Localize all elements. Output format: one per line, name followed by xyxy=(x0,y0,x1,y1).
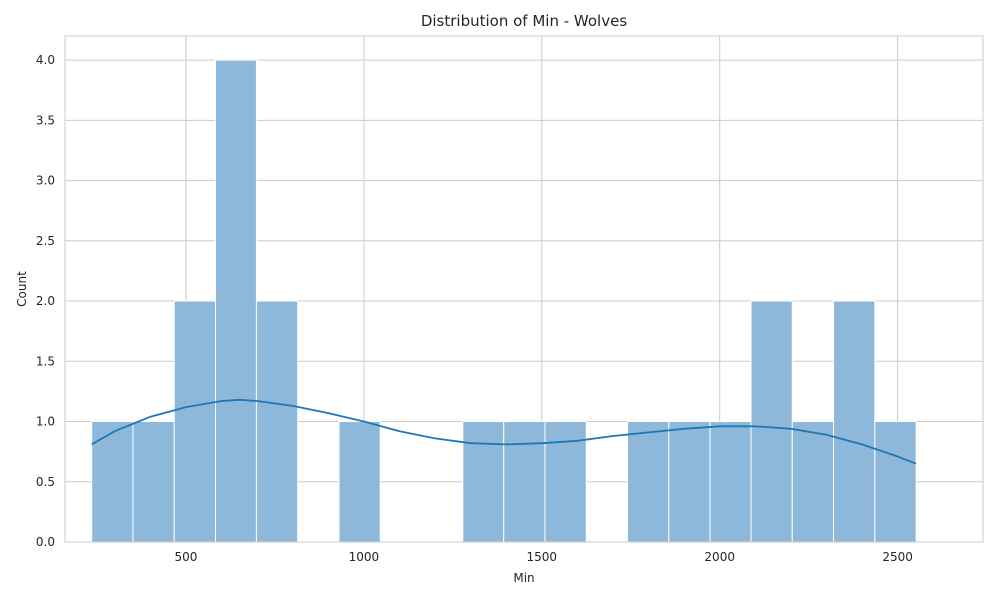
histogram-bar xyxy=(874,421,917,543)
y-tick-label: 0.0 xyxy=(36,535,55,549)
histogram-bar xyxy=(173,300,217,543)
x-tick-label: 500 xyxy=(175,550,198,564)
x-tick-label: 1000 xyxy=(349,550,380,564)
histogram-bars xyxy=(91,59,917,543)
histogram-bar xyxy=(833,300,876,543)
histogram-bar xyxy=(750,300,793,543)
histogram-bar xyxy=(503,421,546,543)
histogram-bar xyxy=(255,300,299,543)
axes-frame xyxy=(64,35,984,543)
y-tick-label: 3.0 xyxy=(36,174,55,188)
histogram-bar xyxy=(627,421,670,543)
histogram-bar xyxy=(791,421,835,543)
y-tick-label: 3.5 xyxy=(36,113,55,127)
x-axis-label: Min xyxy=(513,571,534,585)
y-tick-labels: 0.0 0.5 1.0 1.5 2.0 2.5 3.0 3.5 4.0 xyxy=(36,53,55,549)
y-tick-label: 0.5 xyxy=(36,475,55,489)
y-tick-label: 4.0 xyxy=(36,53,55,67)
x-tick-label: 1500 xyxy=(527,550,558,564)
y-tick-label: 2.5 xyxy=(36,234,55,248)
histogram-bar xyxy=(709,421,752,543)
kde-line xyxy=(91,398,917,465)
kde-curve-group xyxy=(91,398,917,465)
x-tick-label: 2500 xyxy=(882,550,913,564)
y-tick-label: 1.5 xyxy=(36,354,55,368)
histogram-bar xyxy=(338,421,381,543)
histogram-bar xyxy=(132,421,175,543)
histogram-bar xyxy=(668,421,711,543)
y-axis-label: Count xyxy=(15,271,29,307)
histogram-bar xyxy=(462,421,505,543)
x-tick-labels: 500 1000 1500 2000 2500 xyxy=(175,550,913,564)
chart-title: Distribution of Min - Wolves xyxy=(421,12,627,30)
y-tick-label: 2.0 xyxy=(36,294,55,308)
y-tick-label: 1.0 xyxy=(36,415,55,429)
histogram-bar xyxy=(215,59,257,543)
x-tick-label: 2000 xyxy=(704,550,735,564)
histogram-bar xyxy=(91,421,134,543)
